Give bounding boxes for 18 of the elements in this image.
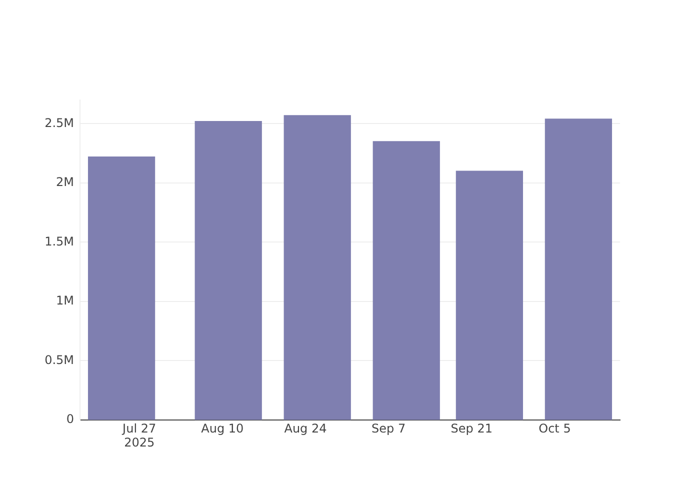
bar xyxy=(88,156,156,420)
y-tick-label: 2M xyxy=(56,175,74,190)
x-tick-label: Sep 21 xyxy=(450,421,492,436)
bar xyxy=(284,115,351,420)
x-tick-label: Aug 24 xyxy=(284,421,327,436)
y-tick-label: 0 xyxy=(66,412,74,426)
x-tick-label: Aug 10 xyxy=(201,421,244,436)
bar xyxy=(372,141,440,420)
bar xyxy=(544,118,612,420)
x-tick-label: Oct 5 xyxy=(538,421,571,436)
x-tick-label: Sep 7 xyxy=(372,421,406,436)
y-tick-label: 1.5M xyxy=(44,234,74,248)
y-tick-label: 0.5M xyxy=(44,352,74,367)
bar xyxy=(194,121,262,420)
y-tick-label: 1M xyxy=(56,294,74,308)
x-tick-label: Jul 27 2025 xyxy=(122,421,156,450)
bar xyxy=(456,170,524,420)
y-tick-label: 2.5M xyxy=(44,116,74,130)
